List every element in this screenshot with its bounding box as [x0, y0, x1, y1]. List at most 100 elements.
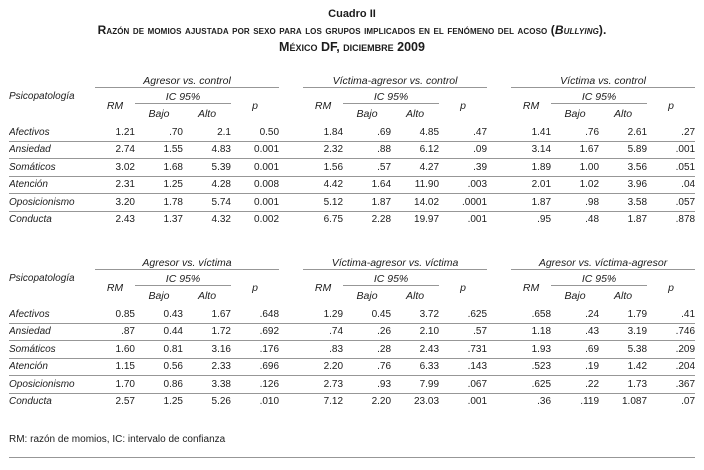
table-row: Ansiedad 2.74 1.55 4.83 0.001 2.32.88 6.12.09 3…: [9, 141, 696, 159]
column-gap: [279, 306, 304, 324]
value-cell: 5.26: [211, 396, 231, 408]
column-gap: [487, 211, 511, 228]
value-cell: 1.60: [95, 340, 135, 359]
value-cell: .001: [647, 141, 696, 159]
column-gap: [487, 358, 512, 376]
value-cell: 0.45: [343, 306, 392, 324]
column-header-bajo: Bajo: [356, 108, 378, 120]
column-header-alto: Alto: [197, 108, 217, 120]
column-header-rm: RM: [106, 100, 124, 112]
column-header-p: p: [668, 282, 674, 294]
value-cell: 1.41: [511, 124, 552, 142]
value-cell: 1.25: [163, 396, 183, 408]
value-cell: .74: [303, 323, 344, 341]
table-number: Cuadro II: [328, 8, 376, 20]
value-cell: 1.15: [95, 358, 135, 376]
group-header: Víctima-agresor vs. víctima: [303, 250, 488, 270]
value-cell: 2.10: [391, 323, 440, 341]
value-cell: .39: [439, 158, 488, 177]
column-header-alto: Alto: [614, 108, 633, 120]
column-gap: [279, 211, 303, 228]
value-cell: .48: [585, 214, 600, 226]
value-cell: 2.57: [115, 396, 135, 408]
column-gap: [279, 158, 304, 177]
value-cell: 2.33: [183, 358, 231, 376]
value-cell: 3.72: [391, 306, 440, 324]
column-header-psicopatologia: Psicopatología: [9, 272, 75, 284]
table-body: Afectivos 0.85 0.43 1.67.648 1.29 0.45 3.72.62…: [9, 306, 696, 410]
column-header-p: p: [460, 282, 466, 294]
table-row: Conducta 2.57 1.25 5.26 .010 7.12 2.20 23.03 .00…: [9, 393, 695, 410]
tables-container: Psicopatología Agresor vs. control Víctima…: [9, 68, 696, 410]
table-row: Oposicionismo 1.70 0.86 3.38.126 2.73.93 7.99…: [9, 375, 696, 394]
column-header-ic95: IC 95%: [343, 269, 440, 286]
column-gap: [487, 306, 512, 324]
value-cell: .003: [439, 176, 488, 194]
value-cell: 3.56: [599, 158, 648, 177]
value-cell: 1.25: [135, 176, 183, 194]
column-gap: [487, 124, 512, 142]
psychopathology-label: Afectivos: [9, 124, 95, 142]
column-header-alto: Alto: [613, 290, 633, 302]
value-cell: 1.93: [511, 340, 552, 359]
column-gap: [279, 340, 304, 359]
value-cell: 1.68: [135, 158, 183, 177]
value-cell: 0.001: [231, 193, 280, 212]
value-cell: .658: [511, 306, 552, 324]
column-header-ic95: IC 95%: [343, 87, 440, 104]
stats-table: Psicopatología Agresor vs. control Víctima…: [9, 68, 696, 228]
value-cell: .22: [551, 375, 600, 394]
value-cell: 2.20: [371, 396, 392, 408]
value-cell: .07: [681, 396, 696, 408]
group-header: Agresor vs. víctima: [95, 250, 280, 270]
column-header-ic95: IC 95%: [551, 87, 648, 104]
value-cell: .143: [439, 358, 488, 376]
column-header-rm: RM: [314, 100, 332, 112]
value-cell: .76: [343, 358, 392, 376]
psychopathology-label: Oposicionismo: [9, 193, 95, 212]
value-cell: 1.87: [511, 193, 552, 212]
column-header-rm: RM: [106, 282, 124, 294]
value-cell: 0.56: [135, 358, 183, 376]
table-row: Atención 2.31 1.25 4.28 0.008 4.42 1.64 11.90.0…: [9, 176, 696, 194]
value-cell: 4.83: [183, 141, 231, 159]
value-cell: .001: [467, 396, 488, 408]
value-cell: .26: [343, 323, 392, 341]
value-cell: 1.79: [599, 306, 648, 324]
psychopathology-label: Conducta: [9, 214, 52, 226]
value-cell: 3.19: [599, 323, 648, 341]
group-header: Víctima-agresor vs. control: [303, 68, 488, 88]
value-cell: 1.37: [163, 214, 183, 226]
psychopathology-label: Somáticos: [9, 158, 95, 177]
column-header-p: p: [460, 100, 466, 112]
value-cell: 0.44: [135, 323, 183, 341]
column-gap: [279, 141, 304, 159]
value-cell: 0.85: [95, 306, 135, 324]
value-cell: .76: [551, 124, 600, 142]
value-cell: .057: [647, 193, 696, 212]
value-cell: .051: [647, 158, 696, 177]
table-row: Somáticos 3.02 1.68 5.39 0.001 1.56.57 4.27.39…: [9, 158, 696, 177]
column-header-alto: Alto: [197, 290, 217, 302]
value-cell: 1.21: [95, 124, 135, 142]
value-cell: 0.008: [231, 176, 280, 194]
value-cell: 0.001: [231, 141, 280, 159]
value-cell: 3.58: [599, 193, 648, 212]
value-cell: .69: [551, 340, 600, 359]
value-cell: 1.18: [511, 323, 552, 341]
value-cell: .41: [647, 306, 696, 324]
value-cell: .625: [439, 306, 488, 324]
value-cell: 3.96: [599, 176, 648, 194]
column-gap: [487, 323, 512, 341]
value-cell: 1.67: [551, 141, 600, 159]
value-cell: .696: [231, 358, 280, 376]
value-cell: 2.20: [303, 358, 344, 376]
value-cell: 1.087: [622, 396, 648, 408]
column-gap: [487, 340, 512, 359]
value-cell: .119: [580, 396, 600, 408]
value-cell: .36: [537, 396, 552, 408]
column-header-bajo: Bajo: [356, 290, 378, 302]
value-cell: .731: [439, 340, 488, 359]
value-cell: 7.99: [391, 375, 440, 394]
